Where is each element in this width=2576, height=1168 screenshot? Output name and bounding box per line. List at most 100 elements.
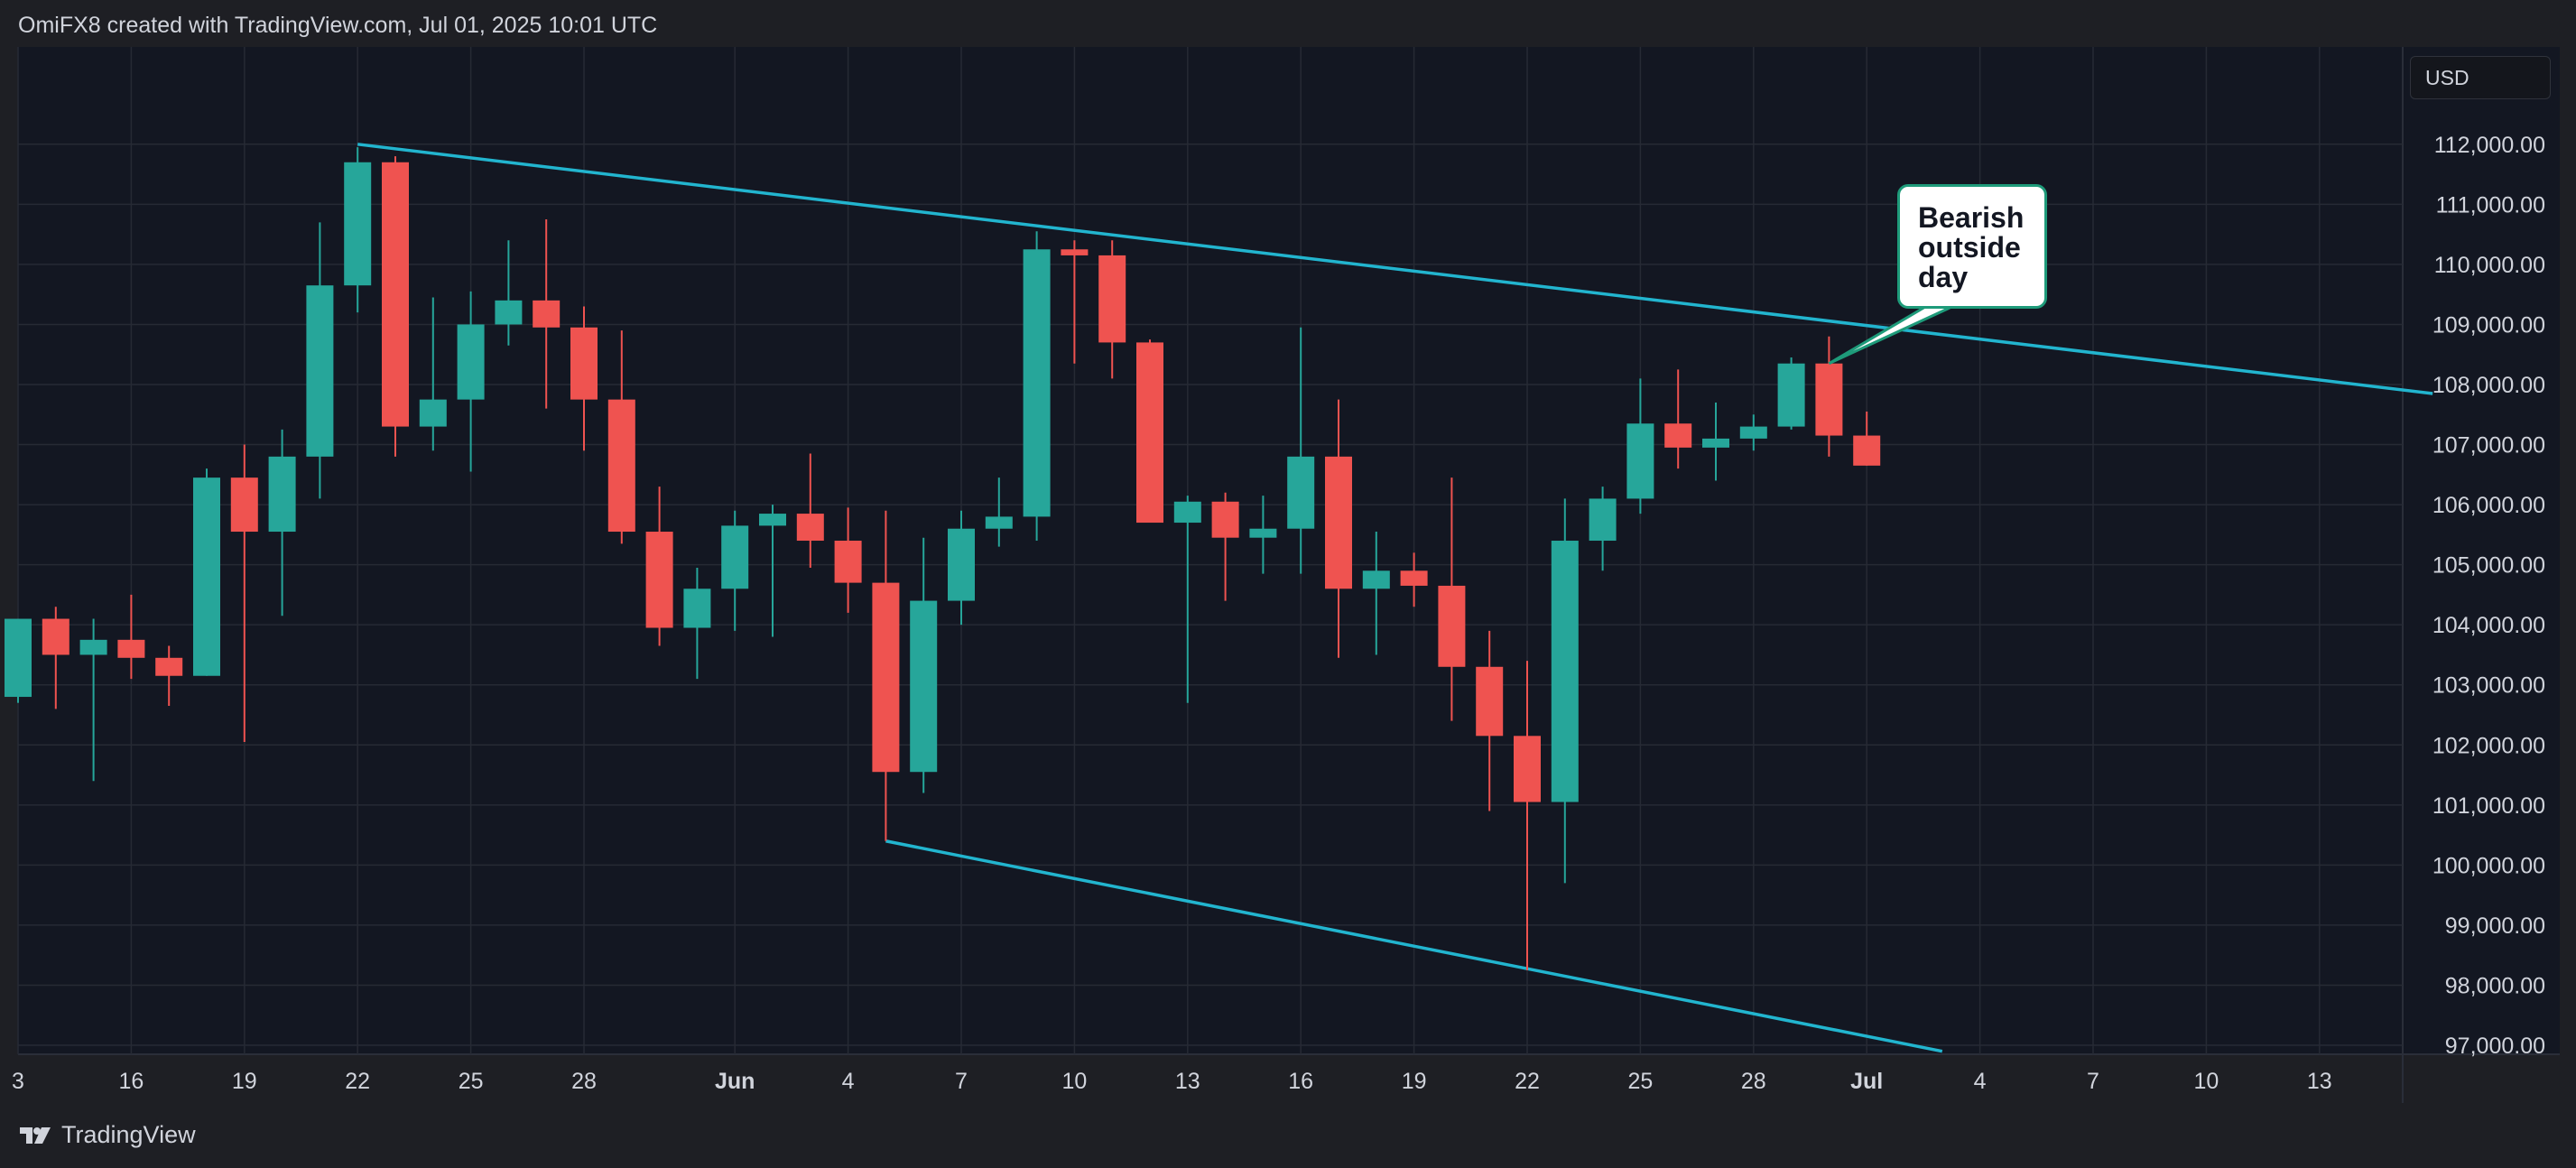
candle-body (193, 477, 220, 676)
candle[interactable] (1626, 378, 1654, 514)
candle[interactable] (1173, 496, 1201, 703)
time-tick-label: 7 (955, 1069, 968, 1094)
candle-body (382, 162, 409, 427)
price-tick-label: 99,000.00 (2445, 913, 2545, 939)
price-tick-label: 107,000.00 (2432, 433, 2545, 459)
candle-body (457, 324, 485, 400)
candle[interactable] (872, 510, 900, 841)
trendline-lower[interactable] (885, 839, 1943, 1053)
time-tick-label: 10 (1061, 1069, 1087, 1094)
time-tick-label: 13 (2307, 1069, 2332, 1094)
candle[interactable] (1211, 492, 1239, 601)
candle-body (1815, 363, 1843, 436)
attribution-header: OmiFX8 created with TradingView.com, Jul… (18, 13, 658, 38)
candle[interactable] (1476, 630, 1504, 811)
candle[interactable] (1815, 336, 1843, 457)
candle-body (230, 477, 258, 533)
candle[interactable] (1136, 339, 1163, 524)
candle[interactable] (1551, 498, 1579, 884)
candle[interactable] (759, 505, 786, 637)
candle-body (1325, 456, 1352, 589)
candle[interactable] (382, 156, 409, 457)
candle[interactable] (230, 444, 258, 742)
candle[interactable] (268, 429, 296, 616)
candle-body (683, 589, 711, 628)
candle-body (79, 639, 107, 655)
candle[interactable] (1853, 411, 1881, 466)
time-axis-labels: 3 16 19 22 25 28 Jun 4 7 10 13 16 19 22 25 28 Jul 4 7 10 13 (12, 1069, 2332, 1094)
price-tick-label: 102,000.00 (2432, 733, 2545, 758)
candle[interactable] (42, 607, 69, 709)
currency-label[interactable]: USD (2410, 56, 2551, 99)
time-tick-label: 13 (1175, 1069, 1200, 1094)
candle[interactable] (419, 297, 447, 451)
candle[interactable] (645, 487, 673, 646)
candle-body (948, 528, 975, 601)
candle-body (1664, 423, 1692, 448)
candle-body (759, 514, 786, 526)
callout-pointer (1828, 296, 1972, 366)
candle-body (1702, 438, 1729, 448)
time-tick-label: 4 (1974, 1069, 1987, 1094)
trendlines[interactable] (357, 143, 2433, 1053)
candle[interactable] (155, 645, 183, 707)
candle[interactable] (1777, 357, 1805, 430)
candle[interactable] (948, 510, 975, 626)
candle[interactable] (1739, 414, 1767, 451)
candle[interactable] (1023, 231, 1051, 542)
bearish-outside-day-callout[interactable]: Bearish outside day (1897, 184, 2047, 309)
time-tick-label: Jul (1850, 1069, 1883, 1094)
candle-body (607, 399, 635, 533)
candle[interactable] (721, 510, 749, 631)
candle[interactable] (1664, 369, 1692, 469)
trendline-upper[interactable] (357, 143, 2433, 395)
candle[interactable] (1287, 327, 1315, 574)
time-tick-label: Jun (715, 1069, 755, 1094)
candle[interactable] (1249, 496, 1277, 574)
time-tick-label: 4 (842, 1069, 855, 1094)
candle[interactable] (495, 240, 523, 346)
price-tick-label: 101,000.00 (2432, 793, 2545, 819)
candle-body (645, 532, 673, 628)
price-tick-label: 112,000.00 (2434, 133, 2545, 158)
candle[interactable] (1400, 552, 1428, 607)
price-axis-labels: 112,000.00 111,000.00 110,000.00 109,000.00… (2432, 133, 2545, 1059)
candle[interactable] (683, 567, 711, 680)
candle[interactable] (570, 306, 598, 451)
candle[interactable] (985, 477, 1013, 547)
candle-body (721, 525, 749, 589)
tradingview-logo[interactable]: TradingView (18, 1121, 196, 1149)
candle[interactable] (344, 147, 372, 313)
candle[interactable] (1098, 240, 1126, 379)
candle-body (1023, 249, 1051, 517)
candle[interactable] (5, 618, 32, 703)
candle[interactable] (193, 468, 220, 676)
candle[interactable] (1702, 402, 1729, 481)
candle[interactable] (533, 218, 561, 409)
candle[interactable] (834, 507, 862, 613)
time-tick-label: 16 (1288, 1069, 1313, 1094)
candle[interactable] (1589, 487, 1617, 571)
candle[interactable] (1325, 399, 1352, 658)
candle[interactable] (910, 537, 938, 793)
candle-body (1551, 541, 1579, 802)
candle-body (985, 516, 1013, 529)
candlesticks[interactable] (5, 147, 1881, 970)
candle[interactable] (1061, 240, 1089, 364)
price-tick-label: 111,000.00 (2436, 192, 2545, 218)
candle-body (117, 639, 145, 658)
candle[interactable] (457, 291, 485, 472)
price-axis-area[interactable] (2403, 47, 2560, 1054)
candle[interactable] (1514, 661, 1541, 970)
price-tick-label: 98,000.00 (2445, 973, 2545, 998)
candle[interactable] (1438, 477, 1466, 721)
candle[interactable] (607, 330, 635, 544)
candle[interactable] (117, 594, 145, 680)
candle[interactable] (1362, 532, 1390, 655)
candle[interactable] (796, 453, 824, 568)
candle[interactable] (79, 618, 107, 782)
price-tick-label: 110,000.00 (2434, 253, 2545, 278)
price-tick-label: 100,000.00 (2432, 853, 2545, 878)
candle[interactable] (306, 222, 334, 499)
